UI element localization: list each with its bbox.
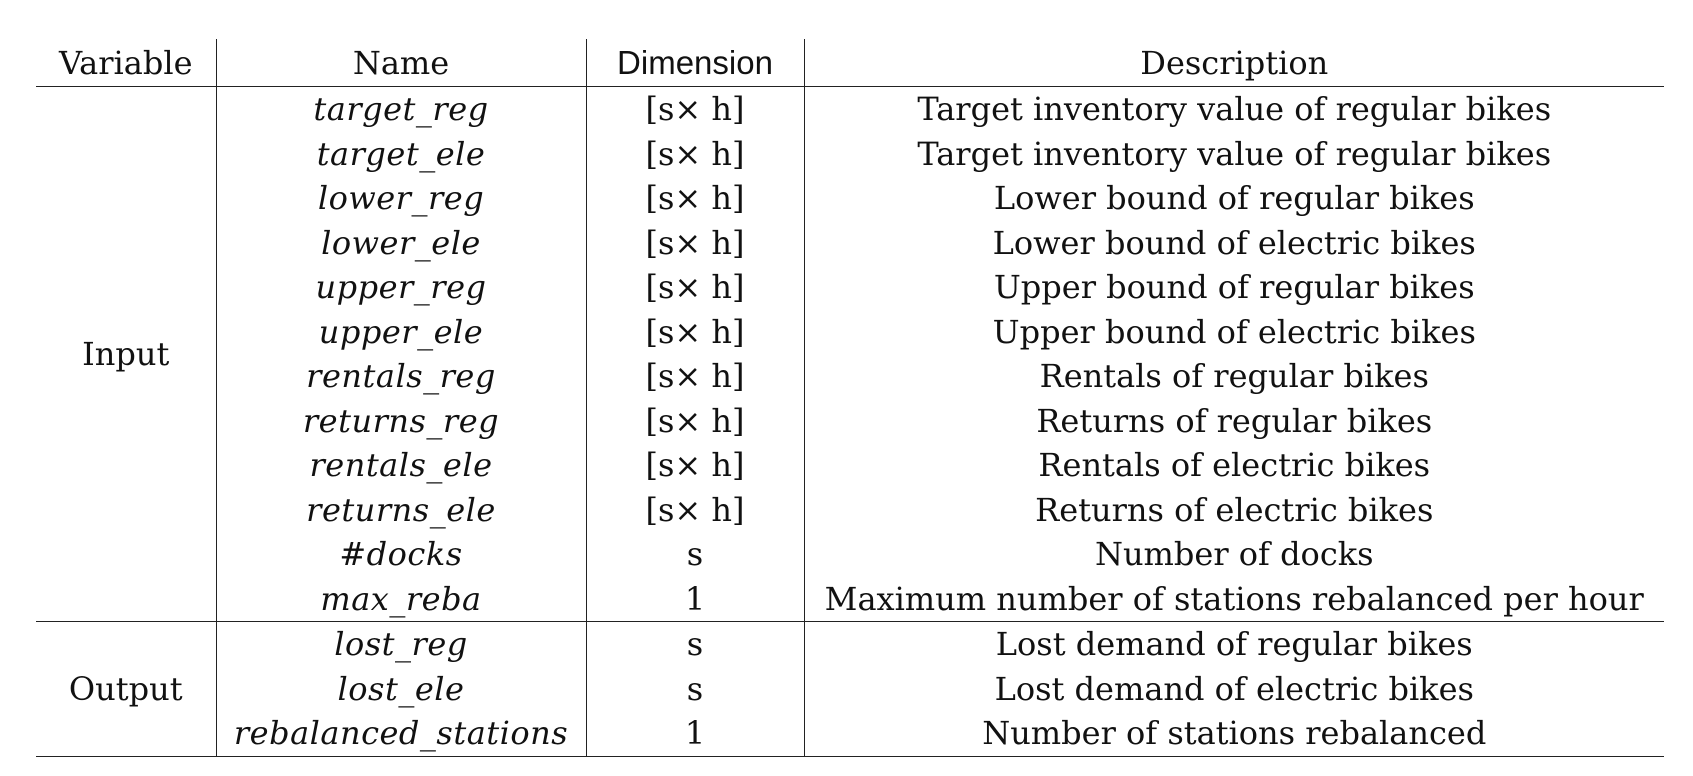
- cell-description: Rentals of electric bikes: [803, 443, 1664, 488]
- cell-name: upper_ele: [215, 309, 586, 354]
- table-row: returns_ele [s× h] Returns of electric bik…: [36, 487, 1664, 532]
- cell-description: Lower bound of regular bikes: [803, 176, 1664, 221]
- cell-name: #docks: [215, 532, 586, 577]
- cell-name: max_reba: [215, 576, 586, 622]
- cell-description: Lost demand of regular bikes: [803, 621, 1664, 667]
- cell-name: returns_ele: [215, 487, 586, 532]
- table-row: rentals_ele [s× h] Rentals of electric bik…: [36, 443, 1664, 488]
- cell-name: lost_ele: [215, 666, 586, 711]
- group-label-input: Input: [36, 86, 216, 622]
- cell-description: Returns of electric bikes: [803, 487, 1664, 532]
- table-body: Input target_reg [s× h] Target inventory va…: [36, 86, 1664, 757]
- cell-dimension: [s× h]: [585, 176, 804, 221]
- cell-description: Target inventory value of regular bikes: [803, 86, 1664, 132]
- cell-name: target_reg: [215, 86, 586, 132]
- header-description: Description: [803, 39, 1664, 87]
- table-row: rebalanced_stations 1 Number of stations r…: [36, 711, 1664, 757]
- cell-description: Upper bound of regular bikes: [803, 265, 1664, 310]
- table-header: Variable Name Dimension Description: [36, 39, 1664, 87]
- cell-description: Returns of regular bikes: [803, 398, 1664, 443]
- table-row: max_reba 1 Maximum number of stations reba…: [36, 576, 1664, 622]
- cell-dimension: [s× h]: [585, 487, 804, 532]
- header-row: Variable Name Dimension Description: [36, 39, 1664, 87]
- table-row: Input target_reg [s× h] Target inventory va…: [36, 86, 1664, 622]
- cell-dimension: [s× h]: [585, 86, 804, 132]
- cell-name: lower_reg: [215, 176, 586, 221]
- cell-dimension: 1: [585, 711, 804, 757]
- cell-description: Lower bound of electric bikes: [803, 220, 1664, 265]
- cell-name: upper_reg: [215, 265, 586, 310]
- cell-name: rebalanced_stations: [215, 711, 586, 757]
- cell-description: Upper bound of electric bikes: [803, 309, 1664, 354]
- cell-name: returns_reg: [215, 398, 586, 443]
- header-variable: Variable: [36, 39, 216, 87]
- header-dimension: Dimension: [585, 39, 804, 87]
- table-row: returns_reg [s× h] Returns of regular bike…: [36, 398, 1664, 443]
- table-row: upper_ele [s× h] Upper bound of electric b…: [36, 309, 1664, 354]
- table-row: lower_reg [s× h] Lower bound of regular bi…: [36, 176, 1664, 221]
- cell-dimension: [s× h]: [585, 131, 804, 176]
- table-row: target_ele [s× h] Target inventory value o…: [36, 131, 1664, 176]
- cell-name: rentals_ele: [215, 443, 586, 488]
- table-row: #docks s Number of docks: [36, 532, 1664, 577]
- table-row: Output lost_reg s Lost demand of regular bi…: [36, 621, 1664, 757]
- header-name: Name: [215, 39, 586, 87]
- cell-description: Number of docks: [803, 532, 1664, 577]
- cell-dimension: 1: [585, 576, 804, 622]
- cell-name: target_ele: [215, 131, 586, 176]
- cell-dimension: [s× h]: [585, 220, 804, 265]
- cell-dimension: [s× h]: [585, 354, 804, 399]
- cell-dimension: s: [585, 666, 804, 711]
- cell-name: rentals_reg: [215, 354, 586, 399]
- cell-name: lower_ele: [215, 220, 586, 265]
- table-row: rentals_reg [s× h] Rentals of regular bike…: [36, 354, 1664, 399]
- variables-table: Variable Name Dimension Description Inpu…: [36, 39, 1664, 757]
- table-row: lost_ele s Lost demand of electric bikes: [36, 666, 1664, 711]
- cell-description: Number of stations rebalanced: [803, 711, 1664, 757]
- cell-name: lost_reg: [215, 621, 586, 667]
- cell-dimension: [s× h]: [585, 265, 804, 310]
- variables-table-container: Variable Name Dimension Description Inpu…: [36, 39, 1664, 757]
- cell-dimension: [s× h]: [585, 443, 804, 488]
- cell-description: Maximum number of stations rebalanced pe…: [803, 576, 1664, 622]
- group-label-output: Output: [36, 621, 216, 757]
- cell-dimension: s: [585, 532, 804, 577]
- cell-dimension: [s× h]: [585, 398, 804, 443]
- table-row: upper_reg [s× h] Upper bound of regular bi…: [36, 265, 1664, 310]
- cell-description: Rentals of regular bikes: [803, 354, 1664, 399]
- table-row: lower_ele [s× h] Lower bound of electric b…: [36, 220, 1664, 265]
- cell-description: Lost demand of electric bikes: [803, 666, 1664, 711]
- cell-dimension: [s× h]: [585, 309, 804, 354]
- cell-dimension: s: [585, 621, 804, 667]
- cell-description: Target inventory value of regular bikes: [803, 131, 1664, 176]
